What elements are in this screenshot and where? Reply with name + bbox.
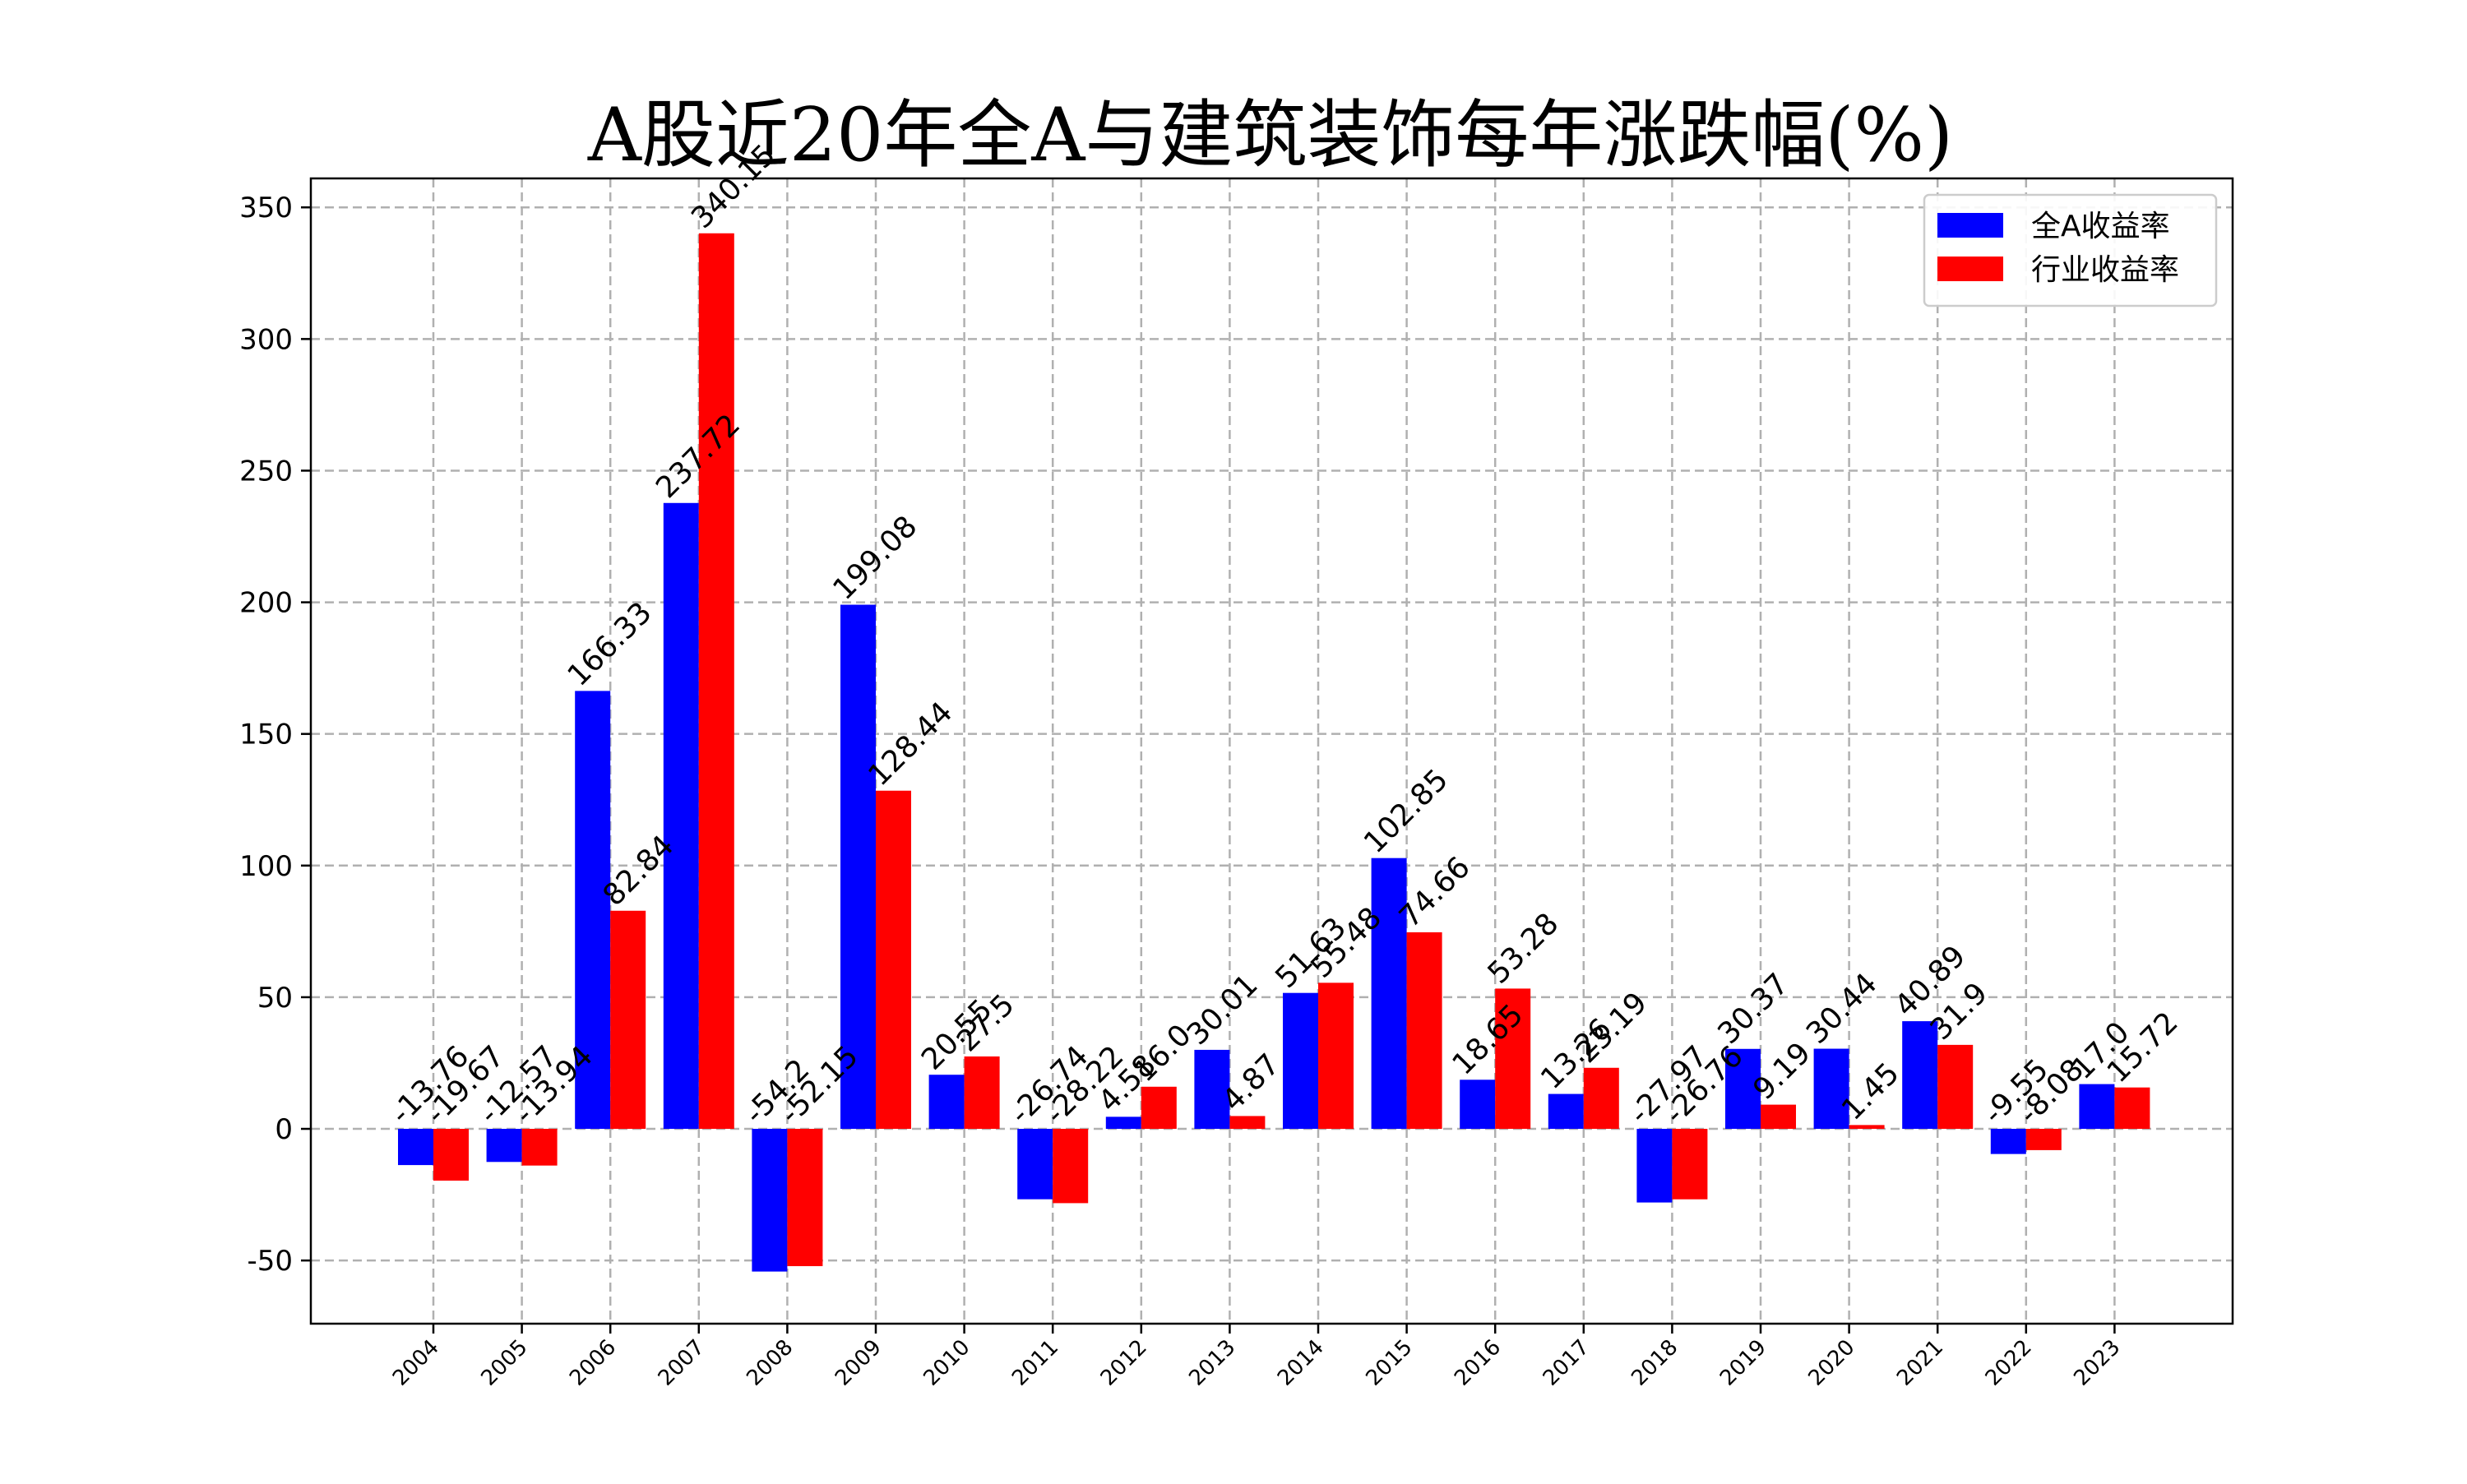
bar-industry bbox=[1849, 1125, 1885, 1130]
x-tick-label: 2008 bbox=[742, 1335, 798, 1391]
bar-industry bbox=[1406, 932, 1442, 1130]
bars bbox=[398, 233, 2150, 1272]
chart-title: A股近20年全A与建筑装饰每年涨跌幅(%) bbox=[587, 92, 1953, 178]
x-tick-label: 2014 bbox=[1273, 1335, 1329, 1391]
x-tick-label: 2018 bbox=[1627, 1335, 1682, 1391]
bar-all-a bbox=[1636, 1129, 1673, 1203]
bar-industry bbox=[1761, 1104, 1796, 1130]
legend-swatch-industry bbox=[1937, 257, 2003, 281]
x-tick-label: 2023 bbox=[2069, 1335, 2125, 1391]
x-tick-label: 2021 bbox=[1892, 1335, 1948, 1391]
bar-industry bbox=[521, 1129, 558, 1166]
x-tick-label: 2010 bbox=[919, 1335, 975, 1391]
bar-all-a bbox=[1813, 1048, 1849, 1130]
bar-industry bbox=[1318, 982, 1354, 1130]
bar-industry bbox=[2025, 1129, 2062, 1150]
bar-all-a bbox=[2079, 1084, 2115, 1130]
x-tick-label: 2009 bbox=[831, 1335, 886, 1391]
bar-industry bbox=[433, 1129, 469, 1181]
bar-all-a bbox=[663, 502, 699, 1130]
y-tick-label: 100 bbox=[239, 850, 293, 883]
bar-industry bbox=[1937, 1044, 1974, 1130]
bar-label-industry: 53.28 bbox=[1482, 907, 1566, 991]
bar-industry bbox=[1495, 988, 1531, 1130]
bar-industry bbox=[1672, 1129, 1708, 1200]
y-tick-label: 150 bbox=[239, 719, 293, 751]
bar-industry bbox=[698, 233, 734, 1130]
bar-industry bbox=[610, 910, 646, 1130]
bar-all-a bbox=[486, 1129, 522, 1163]
bar-label-all-a: 166.33 bbox=[562, 596, 659, 693]
x-tick-label: 2005 bbox=[477, 1335, 533, 1391]
bar-label-all-a: 30.44 bbox=[1800, 967, 1884, 1051]
bar-all-a bbox=[1725, 1048, 1761, 1130]
bar-all-a bbox=[1548, 1093, 1584, 1130]
bar-industry bbox=[1583, 1067, 1619, 1130]
bar-all-a bbox=[928, 1075, 965, 1130]
bar-industry bbox=[787, 1129, 823, 1267]
bar-all-a bbox=[1017, 1129, 1053, 1200]
bar-industry bbox=[1141, 1086, 1177, 1130]
bar-label-all-a: 102.85 bbox=[1358, 763, 1455, 860]
bar-all-a bbox=[752, 1129, 788, 1272]
x-tick-label: 2019 bbox=[1715, 1335, 1771, 1391]
bar-all-a bbox=[1283, 992, 1318, 1130]
plot-frame bbox=[309, 177, 2234, 1325]
bar-label-all-a: 30.37 bbox=[1711, 967, 1795, 1051]
legend-swatch-all-a bbox=[1937, 213, 2003, 238]
legend-label-all-a: 全A收益率 bbox=[2031, 210, 2170, 243]
bar-all-a bbox=[1105, 1116, 1141, 1130]
y-tick-label: 0 bbox=[275, 1113, 293, 1146]
x-tick-label: 2016 bbox=[1450, 1335, 1506, 1391]
x-tick-label: 2012 bbox=[1096, 1335, 1152, 1391]
bar-all-a bbox=[575, 691, 611, 1130]
y-tick-label: -50 bbox=[247, 1245, 293, 1278]
y-tick-label: 250 bbox=[239, 455, 293, 488]
bar-all-a bbox=[398, 1129, 433, 1166]
bar-all-a bbox=[1371, 858, 1407, 1130]
x-tick-label: 2007 bbox=[654, 1335, 710, 1391]
bar-industry bbox=[876, 790, 911, 1130]
y-tick-label: 350 bbox=[239, 192, 293, 224]
x-tick-label: 2011 bbox=[1007, 1335, 1063, 1391]
bar-industry bbox=[1053, 1129, 1089, 1204]
bar-industry bbox=[2114, 1087, 2150, 1130]
y-tick-label: 200 bbox=[239, 587, 293, 620]
bar-industry bbox=[964, 1056, 1000, 1130]
x-tick-label: 2013 bbox=[1184, 1335, 1240, 1391]
bar-all-a bbox=[840, 604, 876, 1130]
x-tick-label: 2004 bbox=[388, 1335, 444, 1391]
x-tick-label: 2020 bbox=[1804, 1335, 1860, 1391]
bar-all-a bbox=[1194, 1049, 1230, 1130]
legend-label-industry: 行业收益率 bbox=[2031, 253, 2179, 287]
bar-labels: -13.76-12.57166.33237.72-54.2199.0820.55… bbox=[384, 138, 2184, 1130]
y-axis-ticks: -50 0 50 100 150 200 250 300 350 bbox=[239, 192, 311, 1278]
x-tick-label: 2006 bbox=[565, 1335, 621, 1391]
x-axis-ticks: 2004 2005 2006 2007 2008 2009 2010 2011 2012 2013… bbox=[388, 1324, 2125, 1391]
bar-all-a bbox=[1990, 1129, 2026, 1154]
x-tick-label: 2022 bbox=[1981, 1335, 2037, 1391]
bar-all-a bbox=[1460, 1079, 1496, 1130]
bar-industry bbox=[1229, 1116, 1266, 1130]
x-tick-label: 2017 bbox=[1539, 1335, 1595, 1391]
y-tick-label: 50 bbox=[257, 982, 293, 1015]
bar-all-a bbox=[1902, 1021, 1938, 1130]
x-tick-label: 2015 bbox=[1362, 1335, 1418, 1391]
y-tick-label: 300 bbox=[239, 323, 293, 356]
